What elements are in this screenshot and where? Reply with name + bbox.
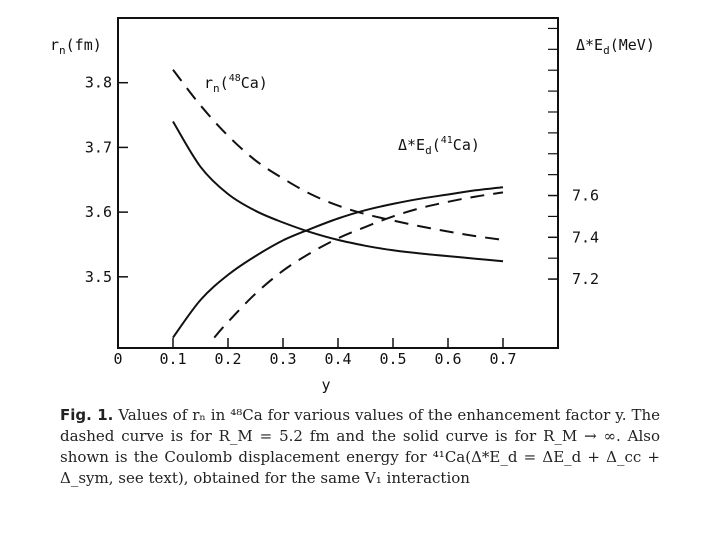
left-axis-ticks: 3.8 3.7 3.6 3.5 [85, 74, 128, 286]
chart: 3.83.73.63.5 7.67.47.2 0 0.1 0.2 0.3 0.4 0.5 0… [50, 17, 655, 394]
left-tick-label: 3.6 [85, 203, 112, 221]
x-tick-label: 0.4 [324, 350, 351, 368]
ed-solid-curve [172, 186, 504, 339]
x-tick-label: 0 [113, 350, 122, 368]
right-tick-label: 7.6 [572, 187, 599, 205]
rn-solid-curve [172, 120, 504, 263]
x-tick-label: 0.1 [159, 350, 186, 368]
figure-label: Fig. 1. [60, 406, 114, 424]
right-tick-label: 7.2 [572, 270, 599, 288]
left-tick-label: 3.8 [85, 74, 112, 92]
left-tick-label: 3.5 [85, 268, 112, 286]
rn-curve-label: rn(48Ca) [204, 73, 268, 95]
plot-frame [117, 17, 559, 349]
caption-text: Values of rₙ in ⁴⁸Ca for various values … [60, 406, 660, 487]
right-tick-label: 7.4 [572, 228, 599, 246]
x-tick-label: 0.2 [214, 350, 241, 368]
x-tick-label: 0.6 [434, 350, 461, 368]
x-tick-label: 0.5 [379, 350, 406, 368]
ed-dashed-curve [213, 191, 504, 339]
x-axis-ticks: 0 0.1 0.2 0.3 0.4 0.5 0.6 0.7 [113, 338, 517, 368]
rn-dashed-curve [172, 69, 504, 241]
x-tick-label: 0.7 [489, 350, 516, 368]
ed-curve-label: Δ*Ed(41Ca) [398, 135, 480, 157]
right-axis-label: Δ*Ed(MeV) [576, 36, 655, 57]
left-axis-label: rn(fm) [50, 36, 102, 57]
right-axis-ticks: 7.6 7.4 7.2 [548, 27, 599, 288]
curves [172, 69, 504, 339]
left-tick-label: 3.7 [85, 138, 112, 156]
x-tick-label: 0.3 [269, 350, 296, 368]
figure-caption: Fig. 1. Values of rₙ in ⁴⁸Ca for various… [60, 405, 660, 489]
x-axis-label: y [321, 376, 330, 394]
